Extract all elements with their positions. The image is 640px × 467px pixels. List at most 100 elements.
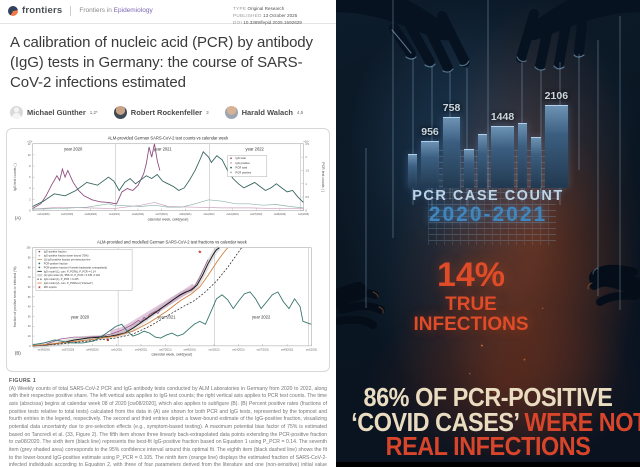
svg-text:calendar week, cwid(year): calendar week, cwid(year) (152, 353, 193, 357)
figure-1: ALM-provided German SARS-CoV-2 test coun… (6, 128, 330, 372)
bar (477, 134, 487, 188)
bar-value-label: 758 (442, 102, 461, 115)
meta-doi: DOI 10.3389/fepid.2025.1592629 (233, 19, 328, 26)
meta-published-value: 13 October 2025 (263, 13, 298, 19)
author-name: Robert Rockenfeller (130, 107, 203, 117)
svg-text:60: 60 (28, 285, 31, 289)
svg-text:50: 50 (28, 295, 31, 299)
figure-chart-b: ALM-provided and modelled German SARS-Co… (13, 240, 317, 357)
svg-text:cw40(2021): cw40(2021) (184, 350, 196, 352)
svg-text:cw40(2020): cw40(2020) (86, 350, 98, 352)
svg-text:PCR-positive fraction: PCR-positive fraction (44, 262, 69, 266)
banner-line-2: ‘COVID CASES’ WERE NOT (351, 406, 640, 437)
meta-doi-value[interactable]: 10.3389/fepid.2025.1592629 (243, 20, 302, 26)
svg-text:8: 8 (29, 164, 31, 168)
svg-text:0.5: 0.5 (305, 195, 309, 199)
headline-banner: 86% OF PCR-POSITIVE ‘COVID CASES’ WERE N… (351, 381, 640, 462)
svg-text:year 2021: year 2021 (153, 147, 172, 152)
svg-text:90: 90 (28, 256, 31, 260)
svg-text:20: 20 (28, 325, 31, 329)
bar (490, 126, 515, 188)
meta-published-label: PUBLISHED (233, 13, 262, 19)
journal-brand[interactable]: frontiers Frontiers in Epidemiology (8, 5, 153, 16)
banner-line-2-light: ‘COVID CASES’ (351, 406, 519, 437)
svg-text:cw14(2021): cw14(2021) (135, 350, 147, 352)
infographic-panel: 956 758 1448 2106 PCR CASE COUNT 2020-2021 … (336, 0, 640, 467)
svg-text:cw1(2022): cw1(2022) (203, 214, 214, 216)
svg-text:0: 0 (29, 209, 31, 213)
svg-text:calendar week, cwid(year): calendar week, cwid(year) (148, 218, 189, 222)
svg-text:cw40(2022): cw40(2022) (281, 350, 293, 352)
svg-text:cw1(2023): cw1(2023) (298, 214, 309, 216)
author-affiliations: 3 (206, 109, 209, 115)
svg-text:cw1(2022): cw1(2022) (209, 350, 220, 352)
author-avatar (10, 105, 23, 119)
bar-column (477, 90, 487, 188)
svg-text:4: 4 (29, 187, 31, 191)
stat-line-true: TRUE (445, 294, 497, 315)
paper-header: frontiers Frontiers in Epidemiology TYPE… (0, 0, 336, 26)
svg-text:★: ★ (38, 285, 42, 290)
svg-text:cw14(2020): cw14(2020) (37, 214, 49, 216)
svg-text:1.5: 1.5 (305, 169, 309, 173)
bar-value-label: 1448 (490, 111, 515, 124)
svg-text:10: 10 (28, 153, 31, 157)
pcr-bar-chart: 956 758 1448 2106 (408, 90, 569, 188)
author-list: Michael Günther 1,2* Robert Rockenfeller 3… (0, 104, 336, 120)
svg-text:IgG model (1), P_PCR = 0.105: IgG model (1), P_PCR = 0.105 (44, 277, 79, 281)
svg-text:year 2020: year 2020 (64, 147, 83, 152)
author-affiliations: 4,5 (296, 109, 304, 115)
journal-prefix: Frontiers in (79, 7, 112, 14)
bar (518, 123, 528, 188)
svg-text:IgG test counts ( ): IgG test counts ( ) (13, 163, 17, 191)
svg-text:cw14(2021): cw14(2021) (132, 214, 144, 216)
banner-line-2-red: WERE NOT (518, 406, 640, 437)
meta-published: PUBLISHED 13 October 2025 (233, 12, 328, 19)
svg-text:cw40(2021): cw40(2021) (179, 214, 191, 216)
bar (544, 104, 569, 188)
author[interactable]: Harald Walach 4,5 (224, 105, 304, 119)
bar-column (531, 90, 541, 188)
svg-text:ALM-provided German SARS-CoV-2: ALM-provided German SARS-CoV-2 test coun… (108, 136, 230, 141)
svg-text:×10⁶: ×10⁶ (303, 140, 308, 144)
journal-link[interactable]: Epidemiology (113, 7, 153, 14)
svg-text:cw14(2022): cw14(2022) (232, 350, 244, 352)
banner-line-3: REAL INFECTIONS (385, 431, 591, 462)
bar-column (408, 90, 418, 188)
svg-text:0: 0 (29, 344, 31, 348)
svg-text:2: 2 (305, 155, 307, 159)
bar-column (464, 90, 474, 188)
banner-line-1: 86% OF PCR-POSITIVE (363, 381, 613, 412)
meta-type-label: TYPE (233, 6, 247, 11)
svg-text:(1) IgG-positive fraction pre-: (1) IgG-positive fraction pre-detection … (44, 258, 91, 262)
bar-column: 1448 (490, 90, 515, 188)
bottom-strip (336, 462, 640, 467)
svg-text:RKI reports: RKI reports (44, 285, 58, 289)
puppeteer-hand-top-right (516, 0, 640, 71)
pcr-case-count-title: PCR CASE COUNT 2020-2021 (336, 188, 640, 227)
svg-text:year 2020: year 2020 (71, 315, 90, 320)
svg-text:year 2022: year 2022 (246, 147, 265, 152)
svg-text:cw14(2020): cw14(2020) (38, 350, 50, 352)
svg-text:PCR test counts ( ): PCR test counts ( ) (321, 163, 325, 193)
svg-text:cw1(2023): cw1(2023) (306, 350, 317, 352)
bar-column: 956 (421, 90, 439, 188)
svg-text:6: 6 (29, 175, 31, 179)
author[interactable]: Robert Rockenfeller 3 (113, 105, 209, 119)
stat-percent: 14% (436, 256, 506, 294)
bar-value-label: 956 (421, 125, 439, 138)
paper-panel: frontiers Frontiers in Epidemiology TYPE… (0, 0, 336, 467)
years-label: 2020-2021 (428, 203, 548, 226)
svg-text:30: 30 (28, 315, 31, 319)
svg-text:(A): (A) (15, 216, 21, 221)
bar (464, 148, 474, 188)
svg-text:fraction of positive tests or: fraction of positive tests or infected (… (13, 267, 17, 328)
author-avatar (224, 105, 238, 119)
svg-text:100: 100 (26, 246, 31, 250)
svg-text:(2) IgG model (1), 95% CI, P_P: (2) IgG model (1), 95% CI, P_PCR = 0.135… (44, 274, 101, 278)
svg-text:cw27(2022): cw27(2022) (257, 350, 269, 352)
author[interactable]: Michael Günther 1,2* (10, 105, 98, 119)
svg-text:2.5: 2.5 (305, 142, 309, 146)
figure-caption: FIGURE 1 (A) Weekly counts of total SARS… (0, 372, 336, 467)
svg-text:70: 70 (28, 276, 31, 280)
